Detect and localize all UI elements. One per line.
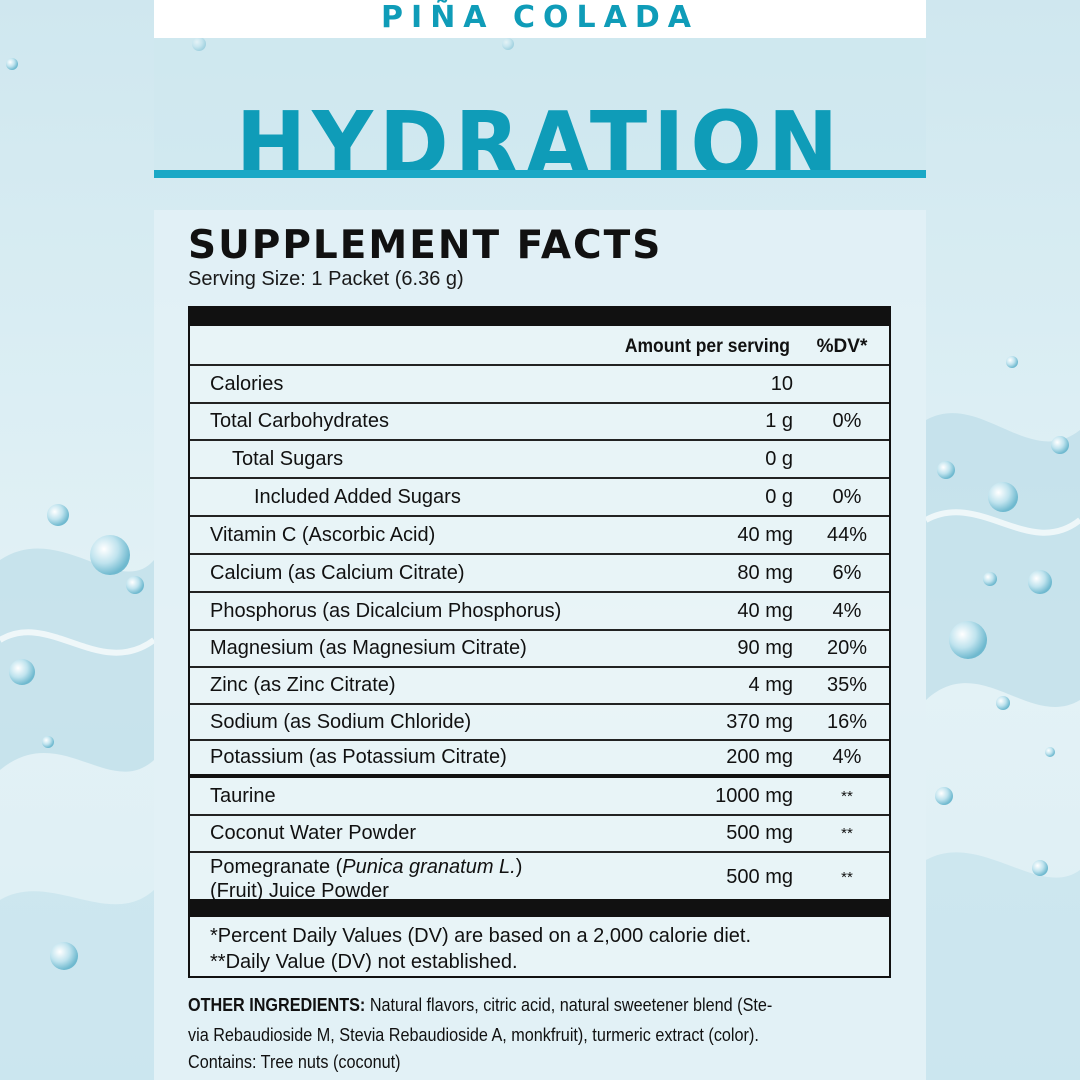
row-dv: 4% xyxy=(832,746,862,768)
dv-column-header: %DV* xyxy=(816,336,868,357)
row-name: Calcium (as Calcium Citrate) xyxy=(210,561,465,584)
table-row: Phosphorus (as Dicalcium Phosphorus) 40 … xyxy=(190,591,889,629)
row-name-italic: Punica granatum L. xyxy=(342,856,516,878)
flavor-band: PIÑA COLADA xyxy=(154,0,926,38)
table-row: Vitamin C (Ascorbic Acid) 40 mg 44% xyxy=(190,515,889,553)
table-row: Pomegranate (Punica granatum L.) (Fruit)… xyxy=(190,851,889,903)
other-ingredients: OTHER INGREDIENTS: Natural flavors, citr… xyxy=(188,990,899,1050)
row-name: Phosphorus (as Dicalcium Phosphorus) xyxy=(210,599,562,622)
row-amount: 370 mg xyxy=(726,710,793,733)
row-dv: 0% xyxy=(832,410,862,432)
table-row: Zinc (as Zinc Citrate) 4 mg 35% xyxy=(190,666,889,703)
row-name: Taurine xyxy=(210,784,276,807)
row-name: Sodium (as Sodium Chloride) xyxy=(210,710,472,733)
row-dv: 4% xyxy=(832,599,862,622)
other-ingredients-text: Natural flavors, citric acid, natural sw… xyxy=(365,995,773,1015)
row-amount: 0 g xyxy=(765,447,793,470)
row-amount: 1000 mg xyxy=(715,784,793,807)
row-amount: 90 mg xyxy=(737,637,793,659)
table-row: Total Sugars 0 g xyxy=(190,439,889,477)
header-panel: HYDRATION xyxy=(154,38,926,188)
table-row: Sodium (as Sodium Chloride) 370 mg 16% xyxy=(190,703,889,739)
table-row: Potassium (as Potassium Citrate) 200 mg … xyxy=(190,739,889,774)
row-amount: 40 mg xyxy=(737,523,793,546)
row-name: Zinc (as Zinc Citrate) xyxy=(210,674,396,696)
row-amount: 200 mg xyxy=(726,746,793,768)
header-rule xyxy=(154,170,926,178)
row-name: Total Sugars xyxy=(232,447,344,470)
row-amount: 10 xyxy=(770,372,793,395)
table-row: Calories 10 xyxy=(190,364,889,402)
table-top-bar xyxy=(190,308,889,326)
row-name: Pomegranate (Punica granatum L.) (Fruit)… xyxy=(210,855,522,903)
row-dv: 20% xyxy=(826,637,868,659)
row-amount: 500 mg xyxy=(726,865,793,888)
facts-title: SUPPLEMENT FACTS xyxy=(188,223,663,268)
row-dv: ** xyxy=(841,825,853,842)
table-row: Coconut Water Powder 500 mg ** xyxy=(190,814,889,851)
row-name-line2: (Fruit) Juice Powder xyxy=(210,880,389,902)
row-dv: 0% xyxy=(832,485,862,508)
amount-column-header: Amount per serving xyxy=(624,336,790,357)
row-amount: 1 g xyxy=(765,410,793,432)
row-dv: 6% xyxy=(832,561,862,584)
serving-size: Serving Size: 1 Packet (6.36 g) xyxy=(188,268,464,290)
table-row: Magnesium (as Magnesium Citrate) 90 mg 2… xyxy=(190,629,889,666)
table-row: Taurine 1000 mg ** xyxy=(190,774,889,814)
footnote-not-established: **Daily Value (DV) not established. xyxy=(210,951,518,973)
other-ingredients-text-line2: via Rebaudioside M, Stevia Rebaudioside … xyxy=(188,1025,759,1045)
row-name: Vitamin C (Ascorbic Acid) xyxy=(210,523,436,546)
row-dv: 16% xyxy=(826,710,868,733)
footnote-dv: *Percent Daily Values (DV) are based on … xyxy=(210,925,752,947)
row-name: Calories xyxy=(210,372,284,395)
other-ingredients-label: OTHER INGREDIENTS: xyxy=(188,995,366,1015)
row-dv: ** xyxy=(841,868,853,886)
table-row: Calcium (as Calcium Citrate) 80 mg 6% xyxy=(190,553,889,591)
row-amount: 4 mg xyxy=(748,674,793,696)
row-amount: 0 g xyxy=(765,485,793,508)
table-row: Total Carbohydrates 1 g 0% xyxy=(190,402,889,439)
table-bottom-bar xyxy=(190,899,889,917)
row-amount: 500 mg xyxy=(726,822,793,844)
flavor-name: PIÑA COLADA xyxy=(381,0,699,35)
row-amount: 80 mg xyxy=(737,561,793,584)
row-name: Coconut Water Powder xyxy=(210,822,417,844)
allergen-statement: Contains: Tree nuts (coconut) xyxy=(188,1052,401,1072)
table-row: Included Added Sugars 0 g 0% xyxy=(190,477,889,515)
row-dv: ** xyxy=(841,787,853,805)
row-name: Potassium (as Potassium Citrate) xyxy=(210,746,507,768)
row-name: Total Carbohydrates xyxy=(210,410,389,432)
row-dv: 35% xyxy=(826,674,868,696)
row-name-part: Pomegranate ( xyxy=(210,856,343,878)
row-name: Included Added Sugars xyxy=(254,485,461,508)
row-name: Magnesium (as Magnesium Citrate) xyxy=(210,637,527,659)
row-amount: 40 mg xyxy=(737,599,793,622)
row-name-part: ) xyxy=(515,856,523,878)
supplement-facts-table: Amount per serving %DV* Calories 10 Tota… xyxy=(188,306,891,978)
row-dv: 44% xyxy=(826,523,868,546)
